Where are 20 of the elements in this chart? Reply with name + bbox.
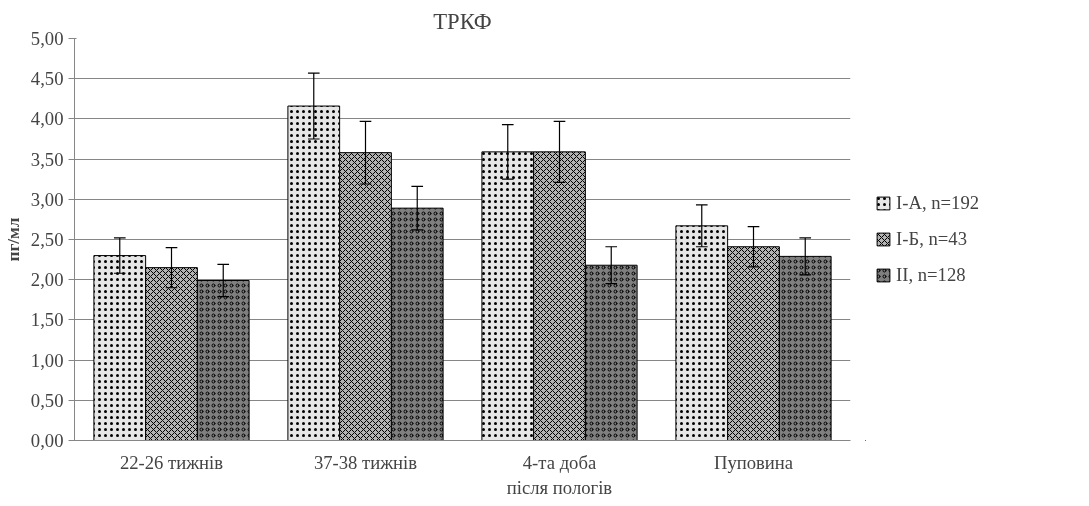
y-tick-label: 3,50 (30, 148, 64, 170)
x-tick-label: 4-та доба після пологів (506, 451, 613, 498)
y-tick-label: 2,50 (30, 229, 64, 250)
x-tick-label: 37-38 тижнів (313, 451, 418, 473)
chart-title: ТРКФ (433, 8, 492, 34)
x-tick-label: 22-26 тижнів (119, 451, 224, 473)
y-tick-label: 3,00 (30, 188, 64, 210)
legend-label: І-А, n=192 (896, 192, 980, 214)
y-tick-label: 1,50 (30, 309, 64, 331)
y-tick-label: 1,00 (30, 349, 64, 371)
x-tick-label: Пуповина (713, 451, 794, 473)
y-tick-label: 0,00 (30, 430, 64, 451)
legend-label: ІІ, n=128 (896, 264, 966, 286)
y-tick-label: 5,00 (30, 28, 64, 49)
y-axis-title: пг/мл (3, 217, 23, 262)
y-tick-label: 4,00 (30, 108, 64, 130)
y-tick-label: 2,00 (30, 269, 64, 291)
y-tick-label: 0,50 (30, 389, 64, 411)
legend-label: І-Б, n=43 (896, 228, 967, 250)
y-tick-label: 4,50 (30, 68, 64, 90)
